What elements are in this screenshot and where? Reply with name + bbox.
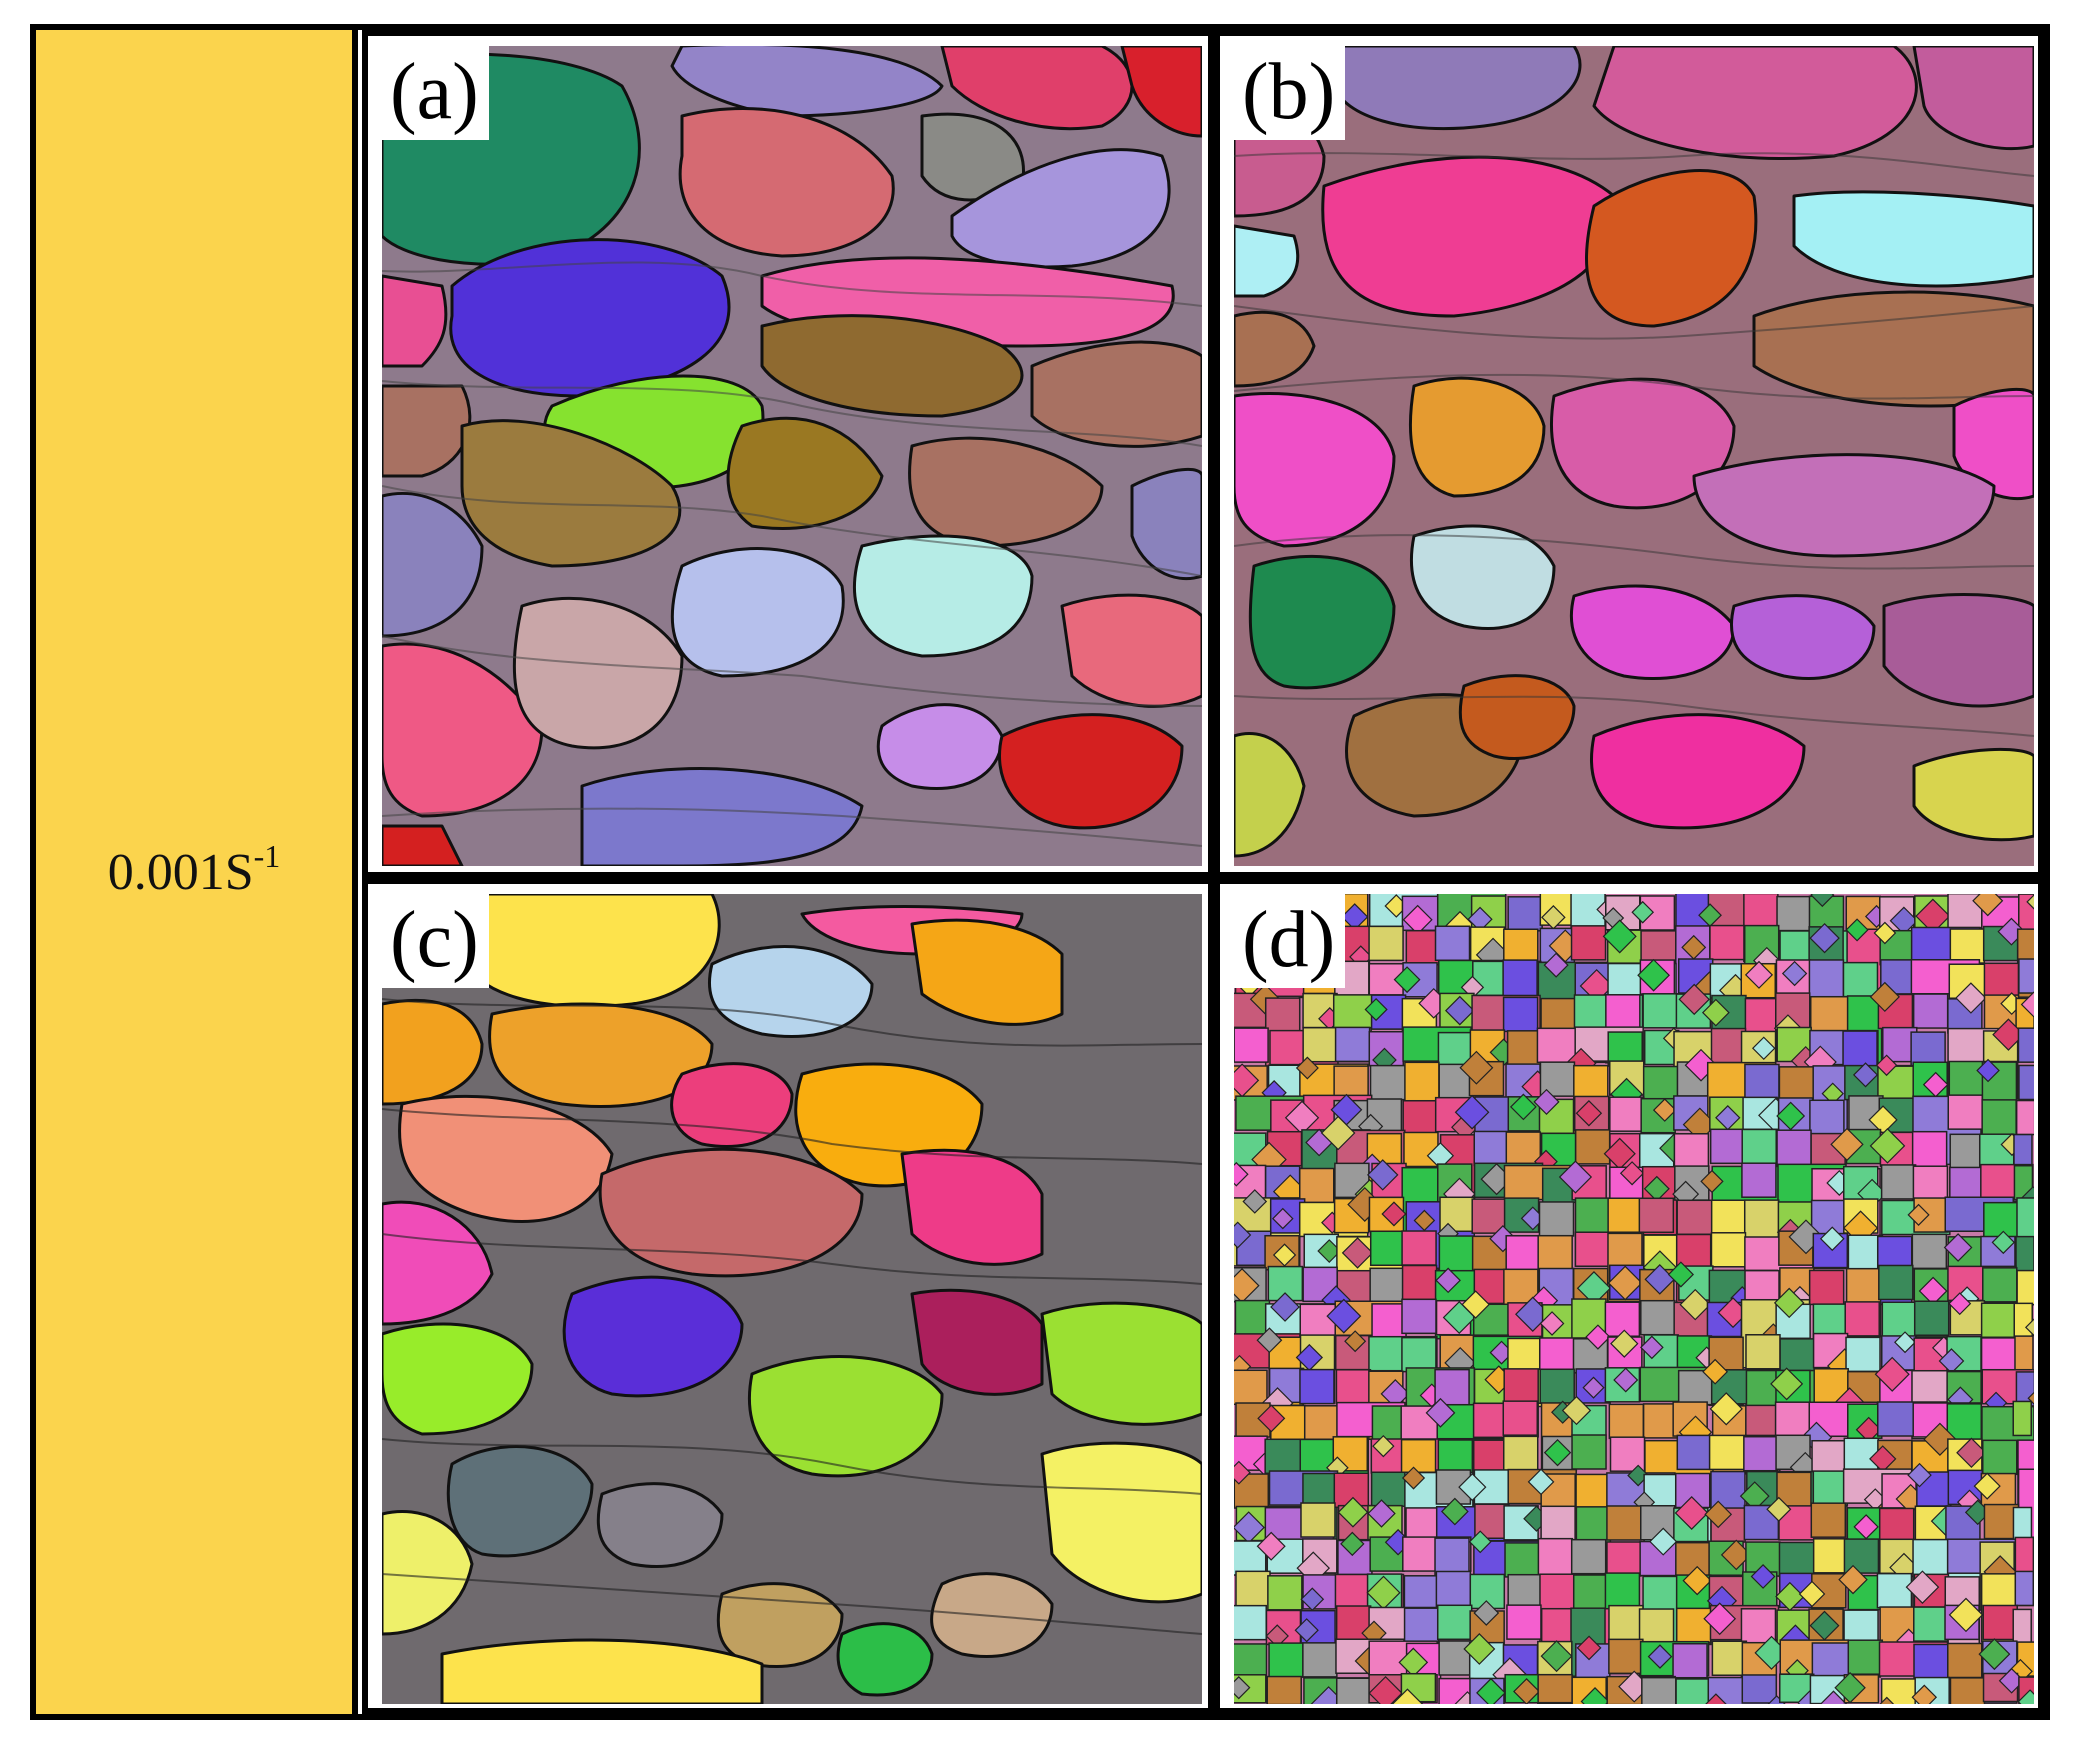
grain-map-b xyxy=(1234,46,2034,866)
panel-d-label: (d) xyxy=(1234,894,1346,988)
strain-rate-cell: 0.001S-1 xyxy=(36,30,358,1714)
panel-a: (a) xyxy=(362,30,1214,878)
strain-rate-label: 0.001S-1 xyxy=(107,840,281,902)
grain-map-d xyxy=(1234,894,2034,1704)
panel-b: (b) xyxy=(1214,30,2044,878)
panel-b-label: (b) xyxy=(1234,46,1346,140)
panel-c-label: (c) xyxy=(382,894,489,988)
panel-c: (c) xyxy=(362,878,1214,1714)
strain-rate-base: 0.001S xyxy=(107,843,254,901)
panel-d: (d) xyxy=(1214,878,2044,1714)
figure-frame: 0.001S-1 xyxy=(30,24,2050,1720)
grain-map-a xyxy=(382,46,1202,866)
grain-map-c xyxy=(382,894,1202,1704)
strain-rate-exponent: -1 xyxy=(253,837,281,874)
panel-a-label: (a) xyxy=(382,46,489,140)
